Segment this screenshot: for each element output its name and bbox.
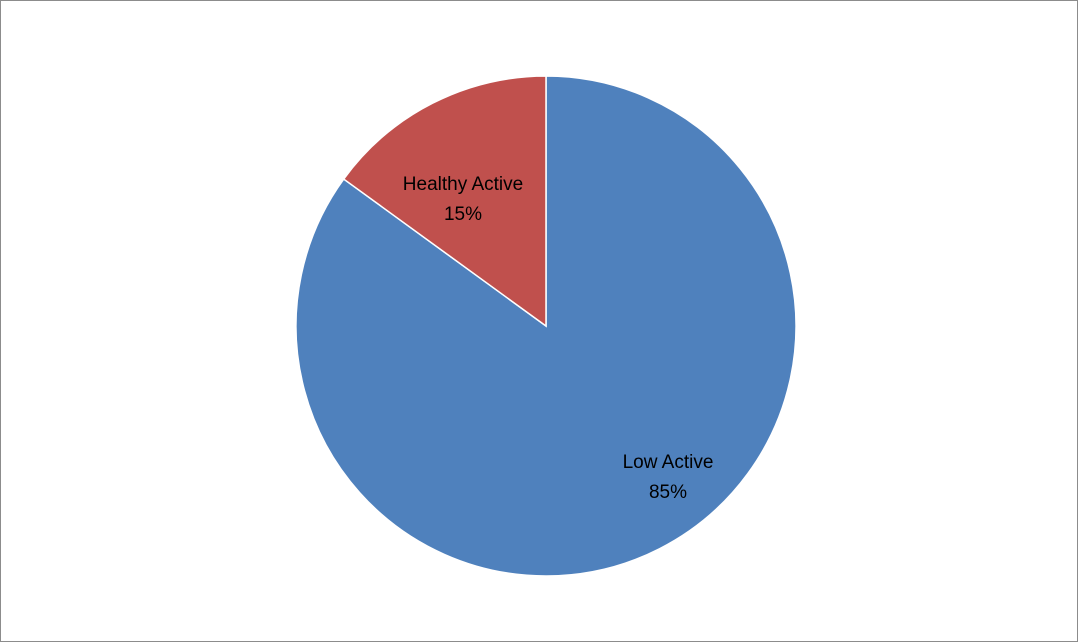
pie-slice-healthy-active bbox=[342, 75, 547, 328]
slice-label-low-active: Low Active bbox=[623, 452, 714, 473]
slice-percent-healthy-active: 15% bbox=[444, 204, 482, 225]
slice-percent-low-active: 85% bbox=[649, 482, 687, 503]
slice-label-healthy-active: Healthy Active bbox=[403, 174, 523, 195]
